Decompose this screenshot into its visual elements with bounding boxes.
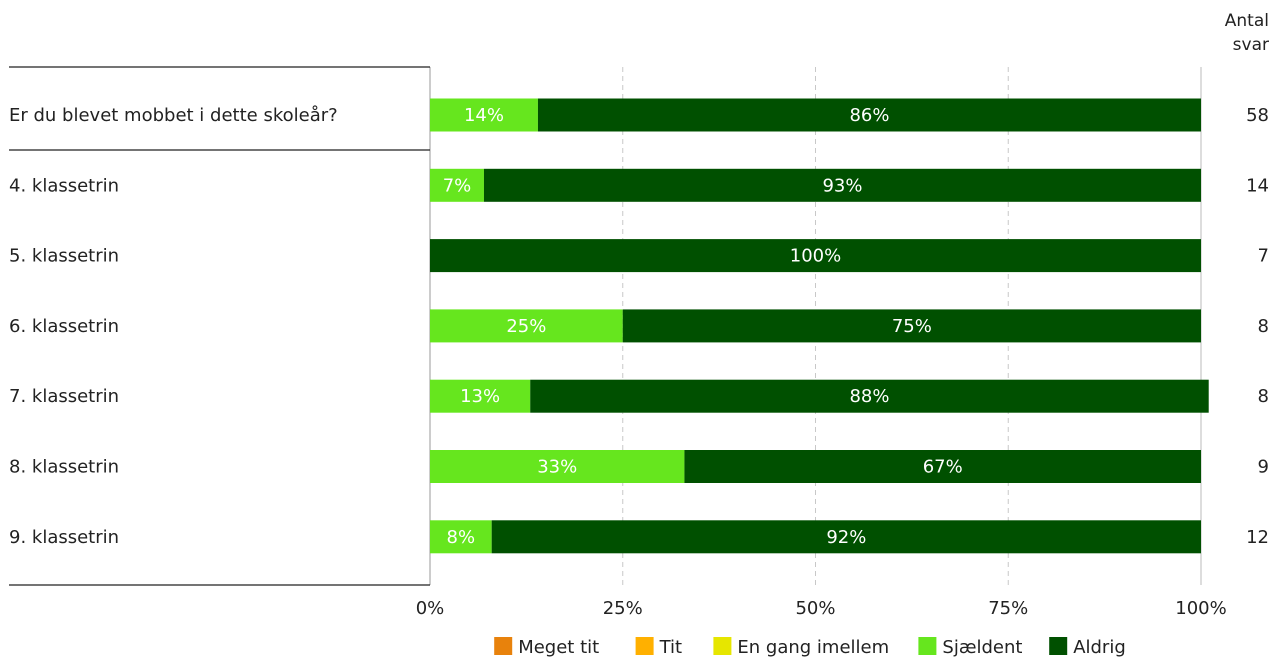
bar-segment-aldrig — [684, 450, 1201, 483]
bar-segment-sjældent — [430, 379, 531, 413]
bar-segment-aldrig — [622, 309, 1201, 343]
legend-swatch — [1049, 637, 1068, 655]
bars: 14% 86% 7% 93% 100% 25% 75% 13% 88% 33% 67% 8% 92% — [430, 98, 1209, 554]
bar-value-label: 33% — [537, 457, 577, 478]
bar-value-label: 86% — [849, 105, 889, 126]
row-labels: Er du blevet mobbet i dette skoleår? 4. k… — [9, 105, 338, 548]
bar-value-label: 67% — [923, 457, 963, 478]
answer-count: 58 — [1246, 105, 1269, 126]
bar-segment-sjældent — [430, 168, 484, 202]
answer-count: 9 — [1258, 457, 1269, 478]
row-label: 7. klassetrin — [9, 386, 119, 407]
x-axis: 0% 25% 50% 75% 100% — [416, 598, 1227, 619]
answer-count: 14 — [1246, 175, 1269, 196]
bar-segment-sjældent — [430, 309, 623, 343]
answer-count: 8 — [1258, 386, 1269, 407]
bar-segment-aldrig — [491, 520, 1201, 554]
bar-value-label: 13% — [460, 386, 500, 407]
answer-count: 12 — [1246, 527, 1269, 548]
bar-value-label: 25% — [506, 316, 546, 337]
x-tick-label: 0% — [416, 598, 445, 619]
bar-segment-sjældent — [430, 520, 492, 554]
legend-swatch — [918, 637, 937, 655]
answer-counts: Antal svar 58 14 7 8 8 9 12 — [1225, 11, 1269, 548]
row-label: 5. klassetrin — [9, 246, 119, 267]
bar-value-label: 88% — [849, 386, 889, 407]
bar-value-label: 14% — [464, 105, 504, 126]
legend-label: Tit — [659, 637, 683, 658]
legend-swatch — [713, 637, 732, 655]
row-label: 6. klassetrin — [9, 316, 119, 337]
x-tick-label: 75% — [988, 598, 1028, 619]
x-tick-label: 100% — [1175, 598, 1226, 619]
bar-segment-sjældent — [430, 98, 538, 132]
row-label: 8. klassetrin — [9, 457, 119, 478]
bar-value-label: 8% — [447, 527, 476, 548]
legend-label: Meget tit — [518, 637, 599, 658]
bar-value-label: 100% — [790, 246, 841, 267]
row-label: Er du blevet mobbet i dette skoleår? — [9, 105, 338, 126]
x-tick-label: 25% — [603, 598, 643, 619]
bar-segment-aldrig — [537, 98, 1201, 132]
row-dividers — [9, 66, 430, 586]
answer-count: 7 — [1258, 246, 1269, 267]
row-label: 9. klassetrin — [9, 527, 119, 548]
bar-segment-aldrig — [530, 379, 1209, 413]
bar-value-label: 7% — [443, 175, 472, 196]
legend-label: Aldrig — [1073, 637, 1126, 658]
legend-label: Sjældent — [942, 637, 1022, 658]
legend-label: En gang imellem — [737, 637, 889, 658]
bar-segment-sjældent — [430, 450, 685, 483]
legend-swatch — [635, 637, 654, 655]
bar-value-label: 93% — [822, 175, 862, 196]
row-label: 4. klassetrin — [9, 175, 119, 196]
legend-swatch — [494, 637, 513, 655]
bar-value-label: 75% — [892, 316, 932, 337]
bar-value-label: 92% — [826, 527, 866, 548]
legend: Meget tit Tit En gang imellem Sjældent Aldri… — [494, 637, 1126, 658]
count-header-label: svar — [1233, 35, 1269, 55]
count-header-label: Antal — [1225, 11, 1269, 31]
bar-segment-aldrig — [430, 239, 1201, 273]
bar-segment-aldrig — [483, 168, 1202, 202]
x-tick-label: 50% — [795, 598, 835, 619]
answer-count: 8 — [1258, 316, 1269, 337]
